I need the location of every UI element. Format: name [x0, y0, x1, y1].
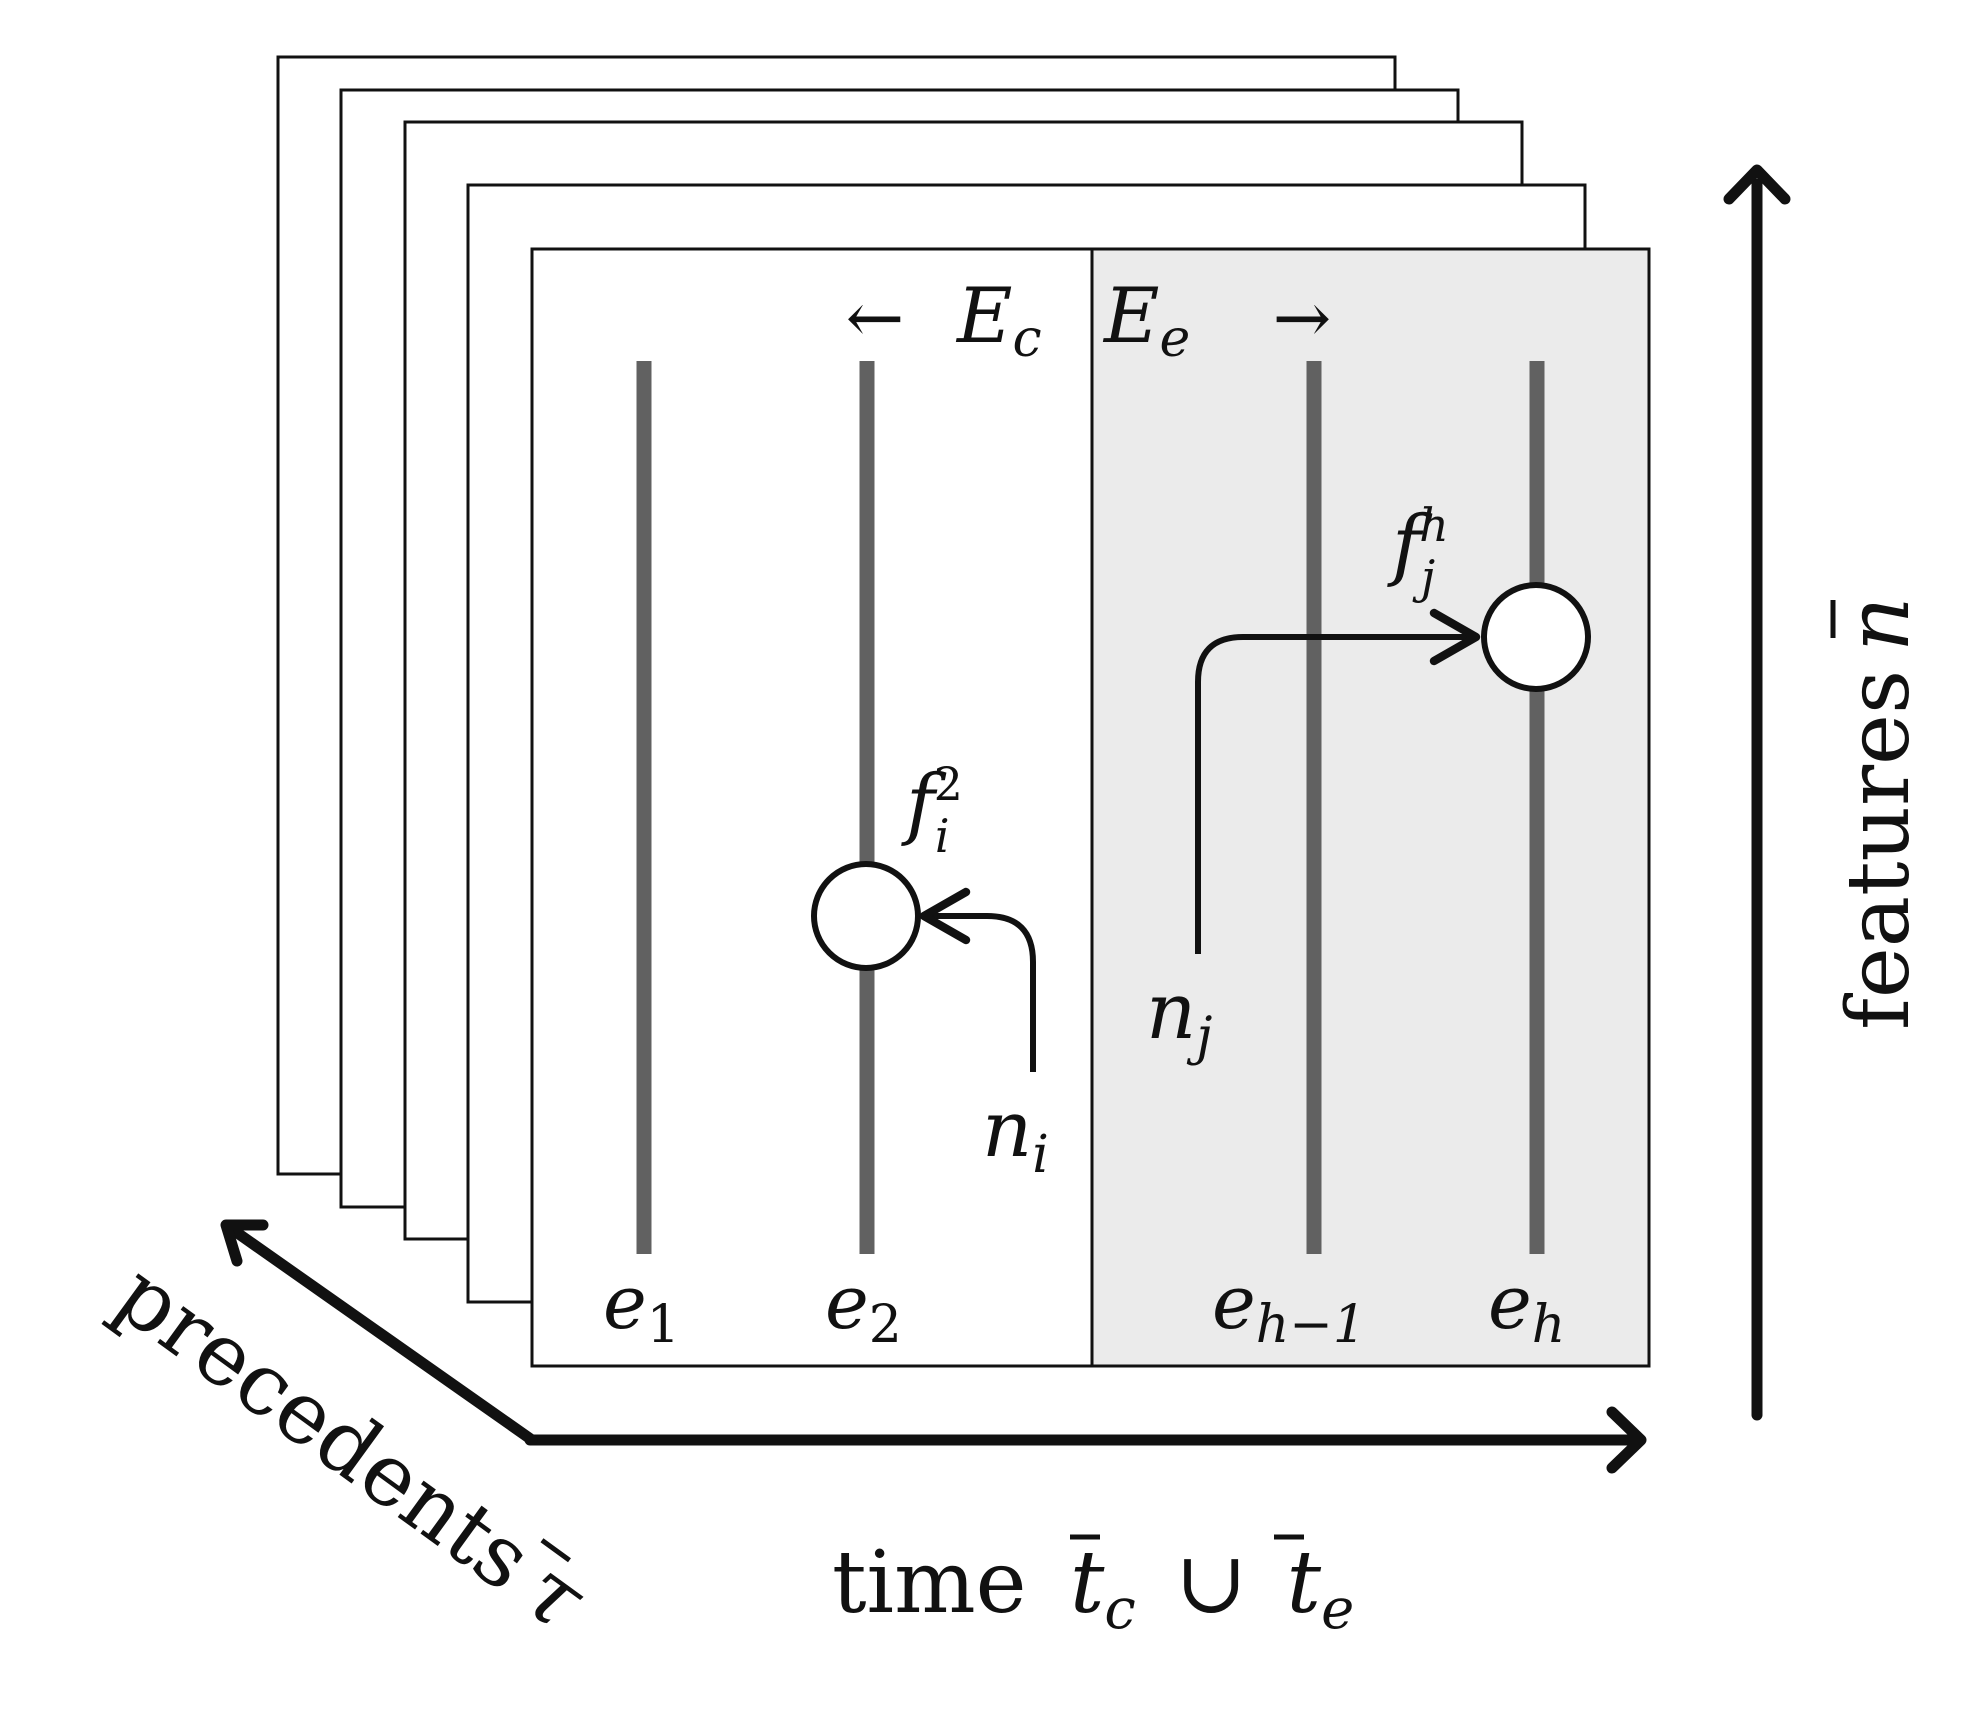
features-axis-label-group: featuresn: [1829, 597, 1929, 1030]
current-arrow-glyph: ←: [846, 277, 905, 359]
precedents-axis-label-group: precedentsτ: [98, 1244, 604, 1650]
precedents-axis-line: [230, 1226, 538, 1446]
future-arrow-glyph: →: [1273, 277, 1332, 359]
front-frame-future-region: [1092, 249, 1649, 1366]
connector-ni-to-fi2: [919, 887, 1036, 1072]
precedents-axis-arrowhead: [220, 1219, 269, 1267]
features-axis-label: featuresn: [1829, 597, 1929, 1030]
entity-lanes: [636, 361, 1545, 1254]
connector-nj-to-fjh: [1195, 608, 1481, 954]
front-frame-current-region: [532, 249, 1092, 1366]
features-axis-arrowhead: [1723, 164, 1791, 205]
future-region-label: Ee: [1102, 271, 1190, 369]
entity-label-e1: e1: [603, 1260, 680, 1355]
axis-precedents: [220, 1219, 538, 1446]
entity-label-eh: eh: [1488, 1260, 1565, 1355]
front-frame: [530, 247, 1651, 1368]
precedents-axis-label: precedentsτ: [98, 1244, 604, 1650]
entity-label-eh-1: eh−1: [1212, 1260, 1366, 1355]
feature-node-fi2: fi2: [811, 757, 963, 971]
axis-time: [524, 1406, 1647, 1474]
node-label-ni: ni: [982, 1085, 1049, 1185]
feature-label-fi2: fi2: [901, 757, 963, 863]
time-axis-arrowhead: [1606, 1406, 1647, 1474]
time-axis-label: time tc ∪ te: [832, 1533, 1354, 1649]
entity-labels: e1 e2 eh−1 eh: [603, 1260, 1565, 1355]
axis-features: [1723, 164, 1791, 1421]
current-region-label: Ec: [955, 271, 1042, 369]
node-labels: ni nj: [982, 967, 1212, 1185]
connectors: [919, 608, 1481, 1072]
feature-circle-fjh: [1481, 582, 1591, 692]
entity-label-e2: e2: [825, 1260, 902, 1355]
region-labels: ← Ec Ee →: [846, 271, 1332, 369]
feature-circle-fi2: [811, 861, 921, 971]
precedents-tau-bar: [540, 1538, 571, 1563]
